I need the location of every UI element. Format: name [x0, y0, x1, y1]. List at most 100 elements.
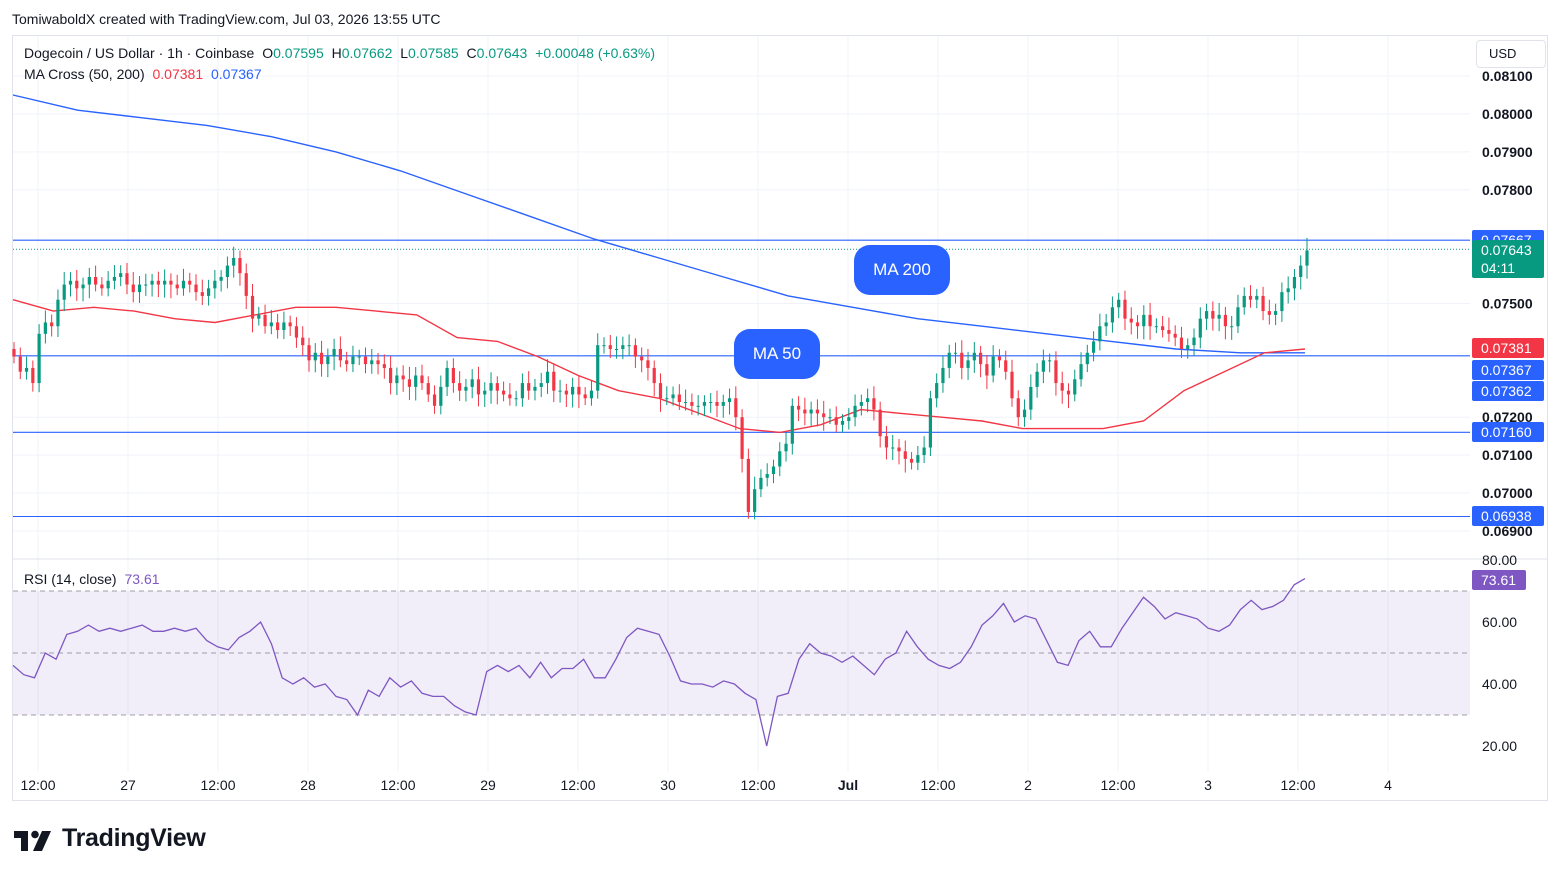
ma200-line	[12, 94, 1305, 354]
candle-body	[803, 409, 807, 414]
candle	[470, 369, 474, 399]
candle	[740, 409, 744, 473]
candle-body	[501, 390, 506, 395]
candle-body	[181, 280, 186, 289]
price-tick-label: 0.07900	[1482, 144, 1533, 160]
candle	[1211, 301, 1215, 331]
rsi-label: RSI (14, close)	[24, 571, 117, 587]
candle	[156, 271, 160, 298]
price-tag: 0.07362	[1472, 381, 1544, 401]
candle-body	[922, 447, 926, 456]
candle	[269, 309, 273, 335]
candle	[420, 364, 424, 390]
candle	[483, 382, 487, 407]
candle-body	[545, 371, 550, 384]
candle	[313, 343, 317, 373]
candle-body	[665, 398, 669, 400]
candle-body	[721, 402, 725, 406]
candle	[545, 359, 550, 394]
candle-body	[985, 364, 989, 376]
candle	[1091, 331, 1096, 362]
candle	[1179, 326, 1184, 359]
candle-body	[1274, 311, 1278, 315]
candle-body	[640, 356, 644, 361]
candle	[363, 347, 368, 374]
candle-body	[1135, 322, 1140, 327]
candle	[307, 337, 311, 372]
candle-body	[1022, 409, 1027, 418]
candle	[796, 396, 801, 421]
candle-body	[1255, 295, 1259, 300]
candle	[489, 372, 493, 404]
candle	[552, 363, 556, 403]
candle	[219, 270, 223, 292]
candle-body	[495, 383, 499, 391]
ma-legend[interactable]: MA Cross (50, 200) 0.07381 0.07367	[24, 66, 266, 82]
candle-body	[1167, 330, 1171, 334]
candle	[997, 349, 1002, 368]
candle-body	[991, 356, 995, 376]
candle	[1004, 350, 1008, 380]
tradingview-logo-icon	[14, 825, 54, 853]
candle	[50, 314, 54, 337]
candle-body	[552, 371, 556, 391]
candle-body	[282, 322, 286, 331]
candle	[370, 348, 374, 374]
currency-button[interactable]: USD	[1476, 40, 1546, 68]
price-tag: 0.06938	[1472, 506, 1544, 527]
candle-body	[407, 379, 412, 387]
candle-body	[483, 390, 487, 395]
candle-body	[188, 280, 192, 285]
low-label: L	[400, 45, 409, 61]
price-tag: 0.07643 04:11	[1472, 240, 1544, 278]
candle-body	[1261, 295, 1265, 312]
candle-body	[37, 333, 41, 384]
candle-body	[828, 417, 832, 419]
candle	[1016, 390, 1020, 427]
candle-body	[1104, 322, 1108, 327]
candle-body	[1142, 314, 1146, 327]
candle-body	[476, 379, 481, 395]
candle	[1066, 383, 1071, 409]
candle	[194, 274, 198, 301]
candle-body	[1230, 326, 1234, 328]
candle-body	[671, 394, 675, 399]
candle-body	[1217, 314, 1221, 319]
candle	[426, 376, 430, 402]
candle	[652, 360, 656, 397]
candle-body	[709, 402, 713, 404]
candle-body	[646, 360, 650, 368]
candle-body	[100, 284, 104, 289]
candle-body	[809, 409, 813, 414]
candle	[790, 398, 794, 455]
candle-body	[1186, 345, 1190, 349]
candle	[263, 304, 267, 334]
candle-body	[225, 265, 230, 277]
candle	[960, 340, 964, 380]
rsi-background-band	[13, 591, 1470, 715]
candle-body	[276, 322, 280, 331]
candle-body	[727, 398, 732, 403]
tradingview-logo[interactable]: TradingView	[14, 824, 206, 853]
candle	[577, 375, 581, 409]
candle-body	[947, 352, 951, 368]
candle	[778, 442, 782, 477]
rsi-legend[interactable]: RSI (14, close) 73.61	[24, 571, 164, 587]
candle-body	[18, 356, 22, 372]
candle	[859, 394, 863, 416]
candle	[464, 378, 468, 402]
candle	[753, 476, 757, 520]
candle-body	[125, 273, 129, 285]
close-label: C	[466, 45, 477, 61]
candle	[1230, 316, 1234, 340]
candle-body	[1079, 364, 1083, 380]
candle-body	[953, 352, 958, 354]
candle-body	[382, 364, 386, 368]
candle-body	[250, 295, 255, 319]
candle	[665, 386, 669, 406]
candle-body	[175, 284, 179, 289]
candle	[646, 348, 650, 381]
candle	[771, 459, 776, 484]
candle	[897, 438, 901, 465]
